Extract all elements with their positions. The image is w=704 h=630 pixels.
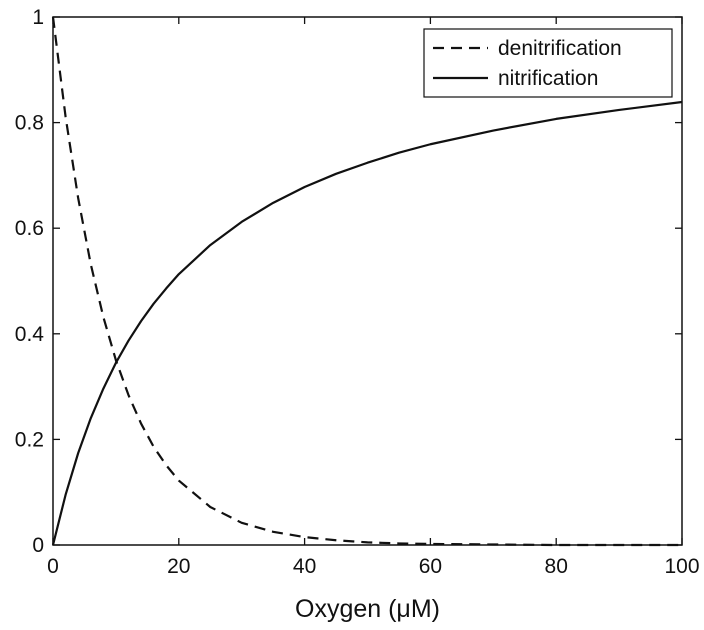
x-tick-label: 60 <box>419 555 442 578</box>
y-tick-label: 0.2 <box>15 428 44 451</box>
plot-area <box>52 16 683 546</box>
legend-label-nitrification: nitrification <box>498 67 598 90</box>
series-layer <box>51 16 683 547</box>
y-tick-label: 0.4 <box>15 323 45 346</box>
legend-box <box>423 28 673 98</box>
x-tick-label: 100 <box>664 555 699 578</box>
legend-label-denitrification: denitrification <box>498 37 622 60</box>
axes-layer: 0 20 40 60 80 100 0 0.2 0.4 0.6 0.8 1 <box>15 6 700 578</box>
series-line-denitrification <box>51 16 682 547</box>
x-axis-title: Oxygen (μM) <box>295 595 440 623</box>
x-tick-label: 20 <box>167 555 190 578</box>
plot-frame <box>52 16 683 546</box>
x-tick-label: 40 <box>293 555 316 578</box>
x-tick-label: 80 <box>545 555 568 578</box>
y-tick-label: 0.8 <box>15 112 44 135</box>
x-tick-label: 0 <box>47 555 59 578</box>
y-tick-label: 0 <box>32 534 44 557</box>
y-tick-label: 1 <box>32 6 44 29</box>
y-tick-label: 0.6 <box>15 217 44 240</box>
legend: denitrification nitrification <box>423 28 673 98</box>
series-line-nitrification <box>51 100 683 546</box>
